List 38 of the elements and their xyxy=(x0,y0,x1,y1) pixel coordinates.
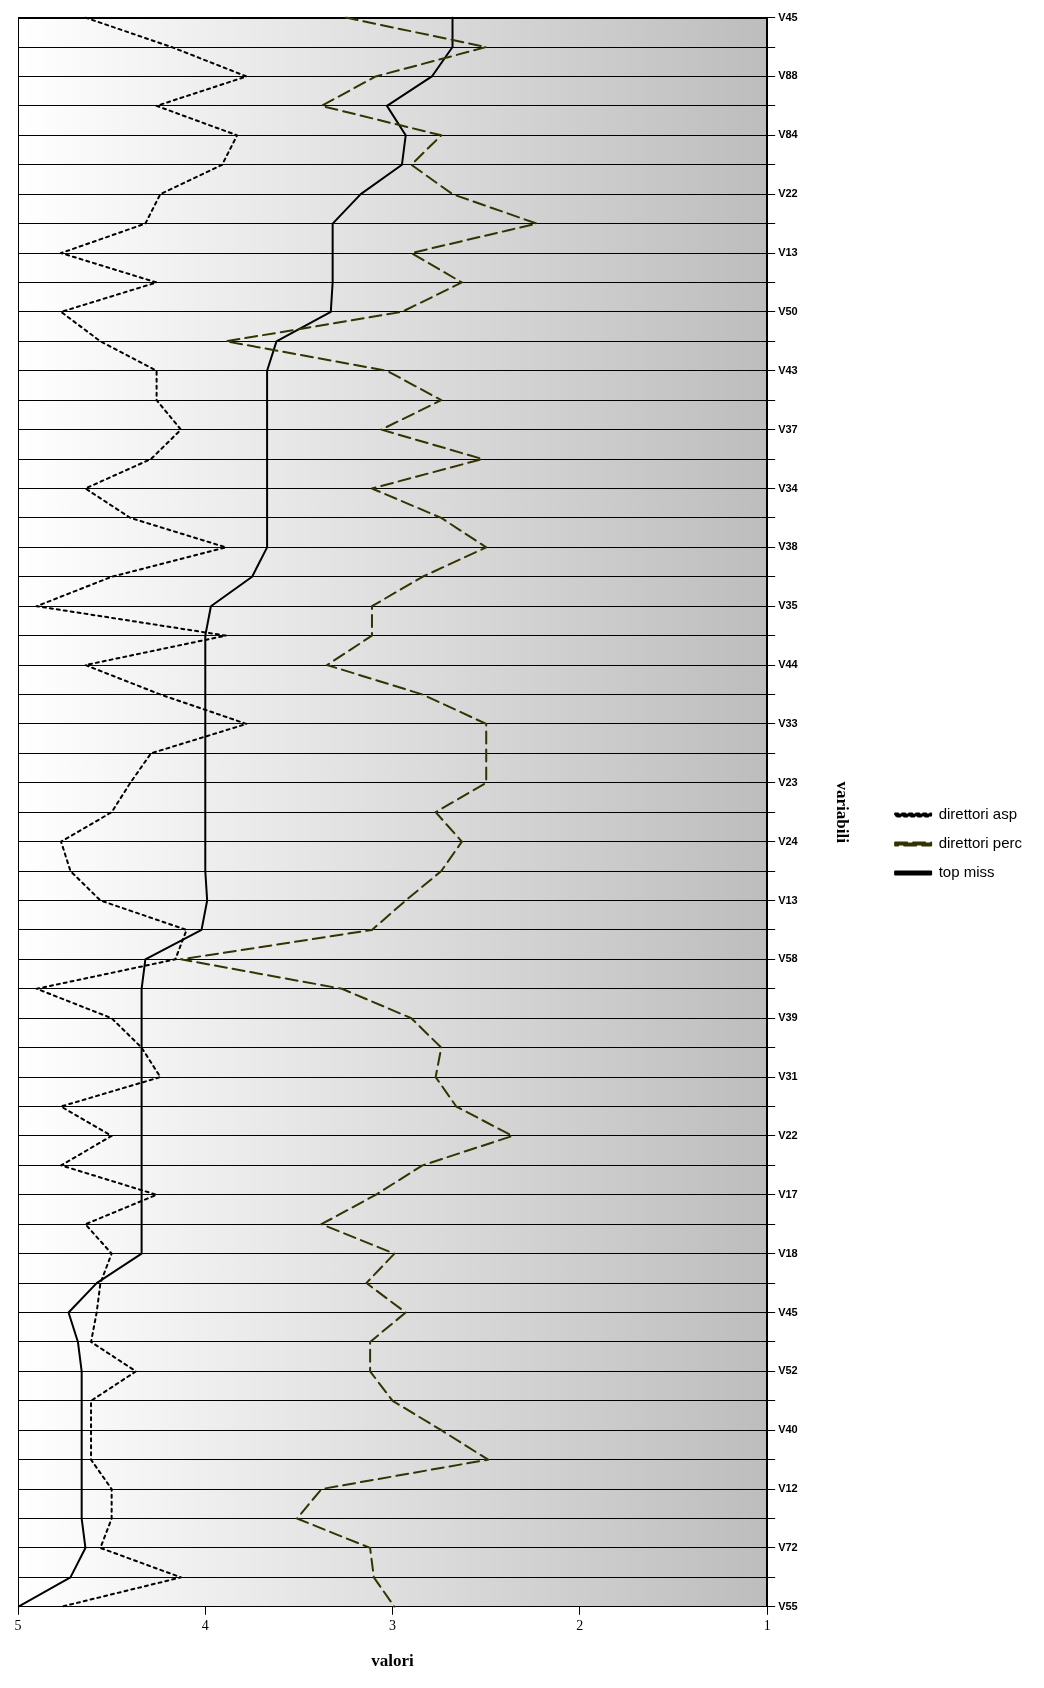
legend-label: direttori perc xyxy=(938,834,1023,852)
y-tick-label: V24 xyxy=(778,834,799,847)
y-tick-label: V17 xyxy=(778,1187,798,1200)
y-tick-label: V40 xyxy=(778,1423,798,1436)
y-tick-label: V13 xyxy=(778,893,798,906)
y-tick-label: V72 xyxy=(778,1540,798,1553)
y-tick-label: V22 xyxy=(778,187,798,200)
y-tick-label: V84 xyxy=(778,128,799,141)
x-tick-label: 1 xyxy=(763,1617,771,1633)
x-tick-label: 4 xyxy=(201,1617,209,1633)
y-tick-label: V52 xyxy=(778,1364,798,1377)
x-tick-label: 2 xyxy=(576,1617,584,1633)
y-tick-label: V38 xyxy=(778,540,798,553)
y-tick-label: V33 xyxy=(778,716,798,729)
legend-label: top miss xyxy=(938,863,995,881)
x-tick-label: 3 xyxy=(389,1617,397,1633)
legend-label: direttori asp xyxy=(938,805,1018,823)
y-tick-label: V45 xyxy=(778,1305,798,1318)
y-tick-label: V58 xyxy=(778,952,798,965)
y-tick-label: V34 xyxy=(778,481,799,494)
y-tick-label: V39 xyxy=(778,1011,798,1024)
y-tick-label: V44 xyxy=(778,658,799,671)
y-tick-label: V23 xyxy=(778,775,798,788)
y-tick-label: V12 xyxy=(778,1482,798,1495)
y-tick-label: V37 xyxy=(778,422,798,435)
x-axis-title: valori xyxy=(371,1651,415,1671)
y-tick-label: V35 xyxy=(778,599,798,612)
y-tick-label: V55 xyxy=(778,1599,798,1612)
y-axis-title: variabili xyxy=(832,781,852,844)
y-tick-label: V13 xyxy=(778,246,798,259)
y-tick-label: V45 xyxy=(778,10,798,23)
y-tick-label: V43 xyxy=(778,363,798,376)
y-tick-label: V31 xyxy=(778,1070,798,1083)
x-tick-label: 5 xyxy=(14,1617,22,1633)
y-tick-label: V50 xyxy=(778,304,798,317)
y-tick-label: V88 xyxy=(778,69,798,82)
y-tick-label: V18 xyxy=(778,1246,798,1259)
y-tick-label: V22 xyxy=(778,1128,798,1141)
